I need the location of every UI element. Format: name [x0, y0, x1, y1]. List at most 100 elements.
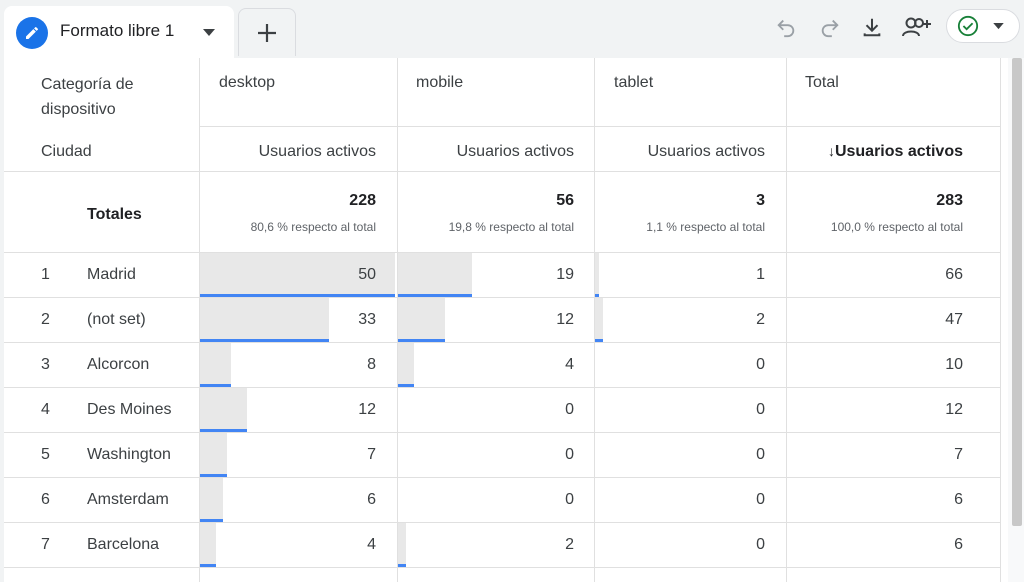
- cell-mobile: 2: [565, 536, 574, 553]
- bar-line-desktop: [200, 474, 227, 477]
- cell-desktop: 50: [358, 266, 376, 283]
- bar-line-desktop: [200, 519, 223, 522]
- cell-mobile: 0: [565, 491, 574, 508]
- cell-total: 7: [954, 446, 963, 463]
- tab-title: Formato libre 1: [60, 21, 175, 40]
- cell-mobile: 19: [556, 266, 574, 283]
- column-tablet[interactable]: tablet: [614, 74, 654, 91]
- bar-line-mobile: [398, 294, 472, 297]
- cell-tablet: 0: [756, 401, 765, 418]
- total-desktop: 228: [349, 192, 376, 209]
- bar-line-desktop: [200, 564, 216, 567]
- total-mobile-percent: 19,8 % respecto al total: [448, 220, 574, 234]
- bar-fill-desktop: [200, 478, 223, 522]
- total-tablet: 3: [756, 192, 765, 209]
- bar-line-mobile: [398, 564, 406, 567]
- cell-mobile: 0: [565, 401, 574, 418]
- plus-icon: [258, 23, 276, 42]
- column-mobile[interactable]: mobile: [416, 74, 464, 91]
- row-city: Madrid: [87, 266, 136, 283]
- bar-fill-tablet: [595, 253, 599, 297]
- cell-tablet: 2: [756, 311, 765, 328]
- row-dimension-header[interactable]: Ciudad: [41, 143, 92, 160]
- bar-line-mobile: [398, 339, 445, 342]
- dimension-header[interactable]: Categoría de dispositivo: [41, 76, 134, 118]
- row-rank: 5: [41, 446, 50, 463]
- pencil-icon: [16, 17, 48, 49]
- cell-mobile: 4: [565, 356, 574, 373]
- vertical-scrollbar[interactable]: [1008, 58, 1024, 582]
- cell-desktop: 7: [367, 446, 376, 463]
- cell-desktop: 12: [358, 401, 376, 418]
- undo-icon: [777, 19, 795, 38]
- cell-desktop: 6: [367, 491, 376, 508]
- metric-header-total-sorted[interactable]: ↓Usuarios activos: [827, 143, 963, 160]
- add-tab-button[interactable]: [238, 8, 296, 56]
- totals-label: Totales: [87, 206, 142, 223]
- redo-icon: [821, 19, 839, 38]
- cell-desktop: 33: [358, 311, 376, 328]
- status-dropdown[interactable]: [946, 9, 1020, 43]
- row-city: Amsterdam: [87, 491, 169, 508]
- cell-total: 6: [954, 536, 963, 553]
- cell-desktop: 4: [367, 536, 376, 553]
- bar-fill-mobile: [398, 253, 472, 297]
- bar-fill-mobile: [398, 523, 406, 567]
- scroll-thumb[interactable]: [1012, 58, 1022, 526]
- cell-desktop: 8: [367, 356, 376, 373]
- row-rank: 1: [41, 266, 50, 283]
- cell-total: 12: [945, 401, 963, 418]
- row-city: Barcelona: [87, 536, 160, 553]
- total-mobile: 56: [556, 192, 574, 209]
- total-desktop-percent: 80,6 % respecto al total: [250, 220, 376, 234]
- check-circle-icon: [957, 15, 979, 37]
- row-divider: [4, 297, 1001, 298]
- undo-button[interactable]: [772, 13, 800, 41]
- cell-mobile: 12: [556, 311, 574, 328]
- bar-line-desktop: [200, 339, 329, 342]
- bar-fill-desktop: [200, 433, 227, 477]
- bar-line-tablet: [595, 294, 599, 297]
- bar-fill-desktop: [200, 343, 231, 387]
- share-button[interactable]: [900, 13, 934, 41]
- cell-tablet: 0: [756, 536, 765, 553]
- cell-tablet: 1: [756, 266, 765, 283]
- bar-line-desktop: [200, 384, 231, 387]
- row-rank: 7: [41, 536, 50, 553]
- total-tablet-percent: 1,1 % respecto al total: [646, 220, 765, 234]
- bar-line-tablet: [595, 339, 603, 342]
- tab-bar: Formato libre 1: [0, 0, 1024, 58]
- tab-formato-libre[interactable]: Formato libre 1: [4, 6, 234, 58]
- row-divider: [4, 522, 1001, 523]
- bar-fill-desktop: [200, 298, 329, 342]
- metric-header-mobile[interactable]: Usuarios activos: [456, 143, 574, 160]
- pivot-table: Categoría de dispositivo desktop mobile …: [4, 58, 1008, 582]
- bar-fill-mobile: [398, 298, 445, 342]
- row-rank: 2: [41, 311, 50, 328]
- metric-header-desktop[interactable]: Usuarios activos: [258, 143, 376, 160]
- total-all: 283: [936, 192, 963, 209]
- share-user-icon: [902, 17, 931, 37]
- column-desktop[interactable]: desktop: [219, 74, 276, 91]
- download-button[interactable]: [858, 13, 886, 41]
- cell-tablet: 0: [756, 356, 765, 373]
- cell-total: 6: [954, 491, 963, 508]
- cell-total: 66: [945, 266, 963, 283]
- row-city: Washington: [87, 446, 171, 463]
- row-divider: [4, 477, 1001, 478]
- redo-button[interactable]: [816, 13, 844, 41]
- row-rank: 6: [41, 491, 50, 508]
- row-city: (not set): [87, 311, 146, 328]
- cell-total: 10: [945, 356, 963, 373]
- metric-header-tablet[interactable]: Usuarios activos: [647, 143, 765, 160]
- chevron-down-icon[interactable]: [200, 24, 218, 42]
- column-total[interactable]: Total: [805, 74, 839, 91]
- bar-line-desktop: [200, 429, 247, 432]
- row-city: Alcorcon: [87, 356, 150, 373]
- sort-desc-icon: ↓: [827, 143, 835, 159]
- row-divider: [4, 342, 1001, 343]
- bar-line-mobile: [398, 384, 414, 387]
- row-rank: 3: [41, 356, 50, 373]
- cell-total: 47: [945, 311, 963, 328]
- bar-fill-desktop: [200, 388, 247, 432]
